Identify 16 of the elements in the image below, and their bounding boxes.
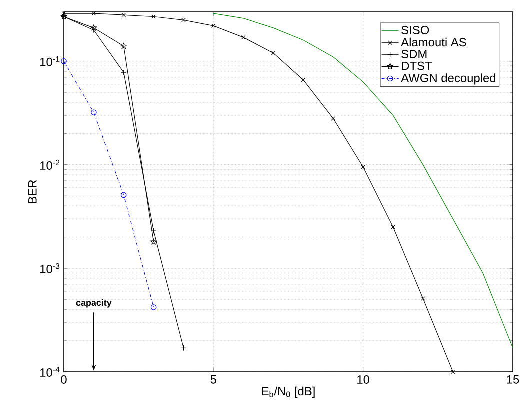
legend-label: AWGN decoupled: [401, 74, 496, 85]
legend-label: DTST: [402, 62, 432, 70]
x-tick-label: 0: [61, 376, 67, 384]
x-tick-label: 5: [210, 376, 216, 384]
x-tick-label: 10: [358, 376, 370, 384]
y-tick-label: 10$^{-3}$: [40, 263, 60, 274]
x-axis-title: E$_{b}$/N$_{0}$ [dB]: [262, 386, 315, 398]
legend-label: SISO: [402, 26, 430, 34]
y-axis-title: BER: [28, 180, 37, 204]
y-tick-label: 10$^{-1}$: [40, 56, 60, 66]
annotation: capacity: [76, 299, 112, 308]
y-tick-label: 10$^{-4}$: [40, 367, 60, 377]
legend-label: Alamouti AS: [401, 38, 466, 47]
legend-label: SDM: [402, 50, 427, 58]
y-tick-label: 10$^{-2}$: [40, 160, 60, 170]
x-tick-label: 15: [507, 376, 520, 384]
